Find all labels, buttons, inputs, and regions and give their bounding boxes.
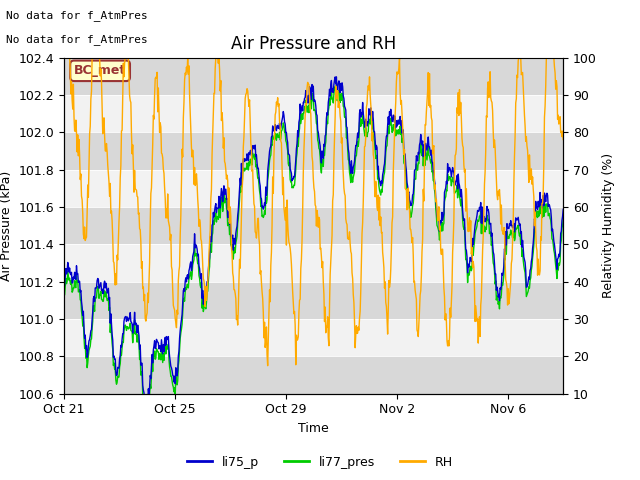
Text: BC_met: BC_met: [74, 64, 126, 77]
Text: No data for f_AtmPres: No data for f_AtmPres: [6, 34, 148, 45]
Bar: [64, 132, 563, 169]
Bar: [64, 58, 563, 95]
Bar: [64, 319, 563, 356]
Legend: li75_p, li77_pres, RH: li75_p, li77_pres, RH: [182, 451, 458, 474]
Y-axis label: Relativity Humidity (%): Relativity Humidity (%): [602, 153, 615, 298]
Bar: [64, 95, 563, 132]
Bar: [64, 282, 563, 319]
Title: Air Pressure and RH: Air Pressure and RH: [231, 35, 396, 53]
Bar: [64, 356, 563, 394]
Bar: [64, 169, 563, 207]
Text: No data for f_AtmPres: No data for f_AtmPres: [6, 10, 148, 21]
Bar: [64, 244, 563, 282]
X-axis label: Time: Time: [298, 422, 329, 435]
Y-axis label: Air Pressure (kPa): Air Pressure (kPa): [0, 170, 13, 281]
Bar: [64, 207, 563, 244]
